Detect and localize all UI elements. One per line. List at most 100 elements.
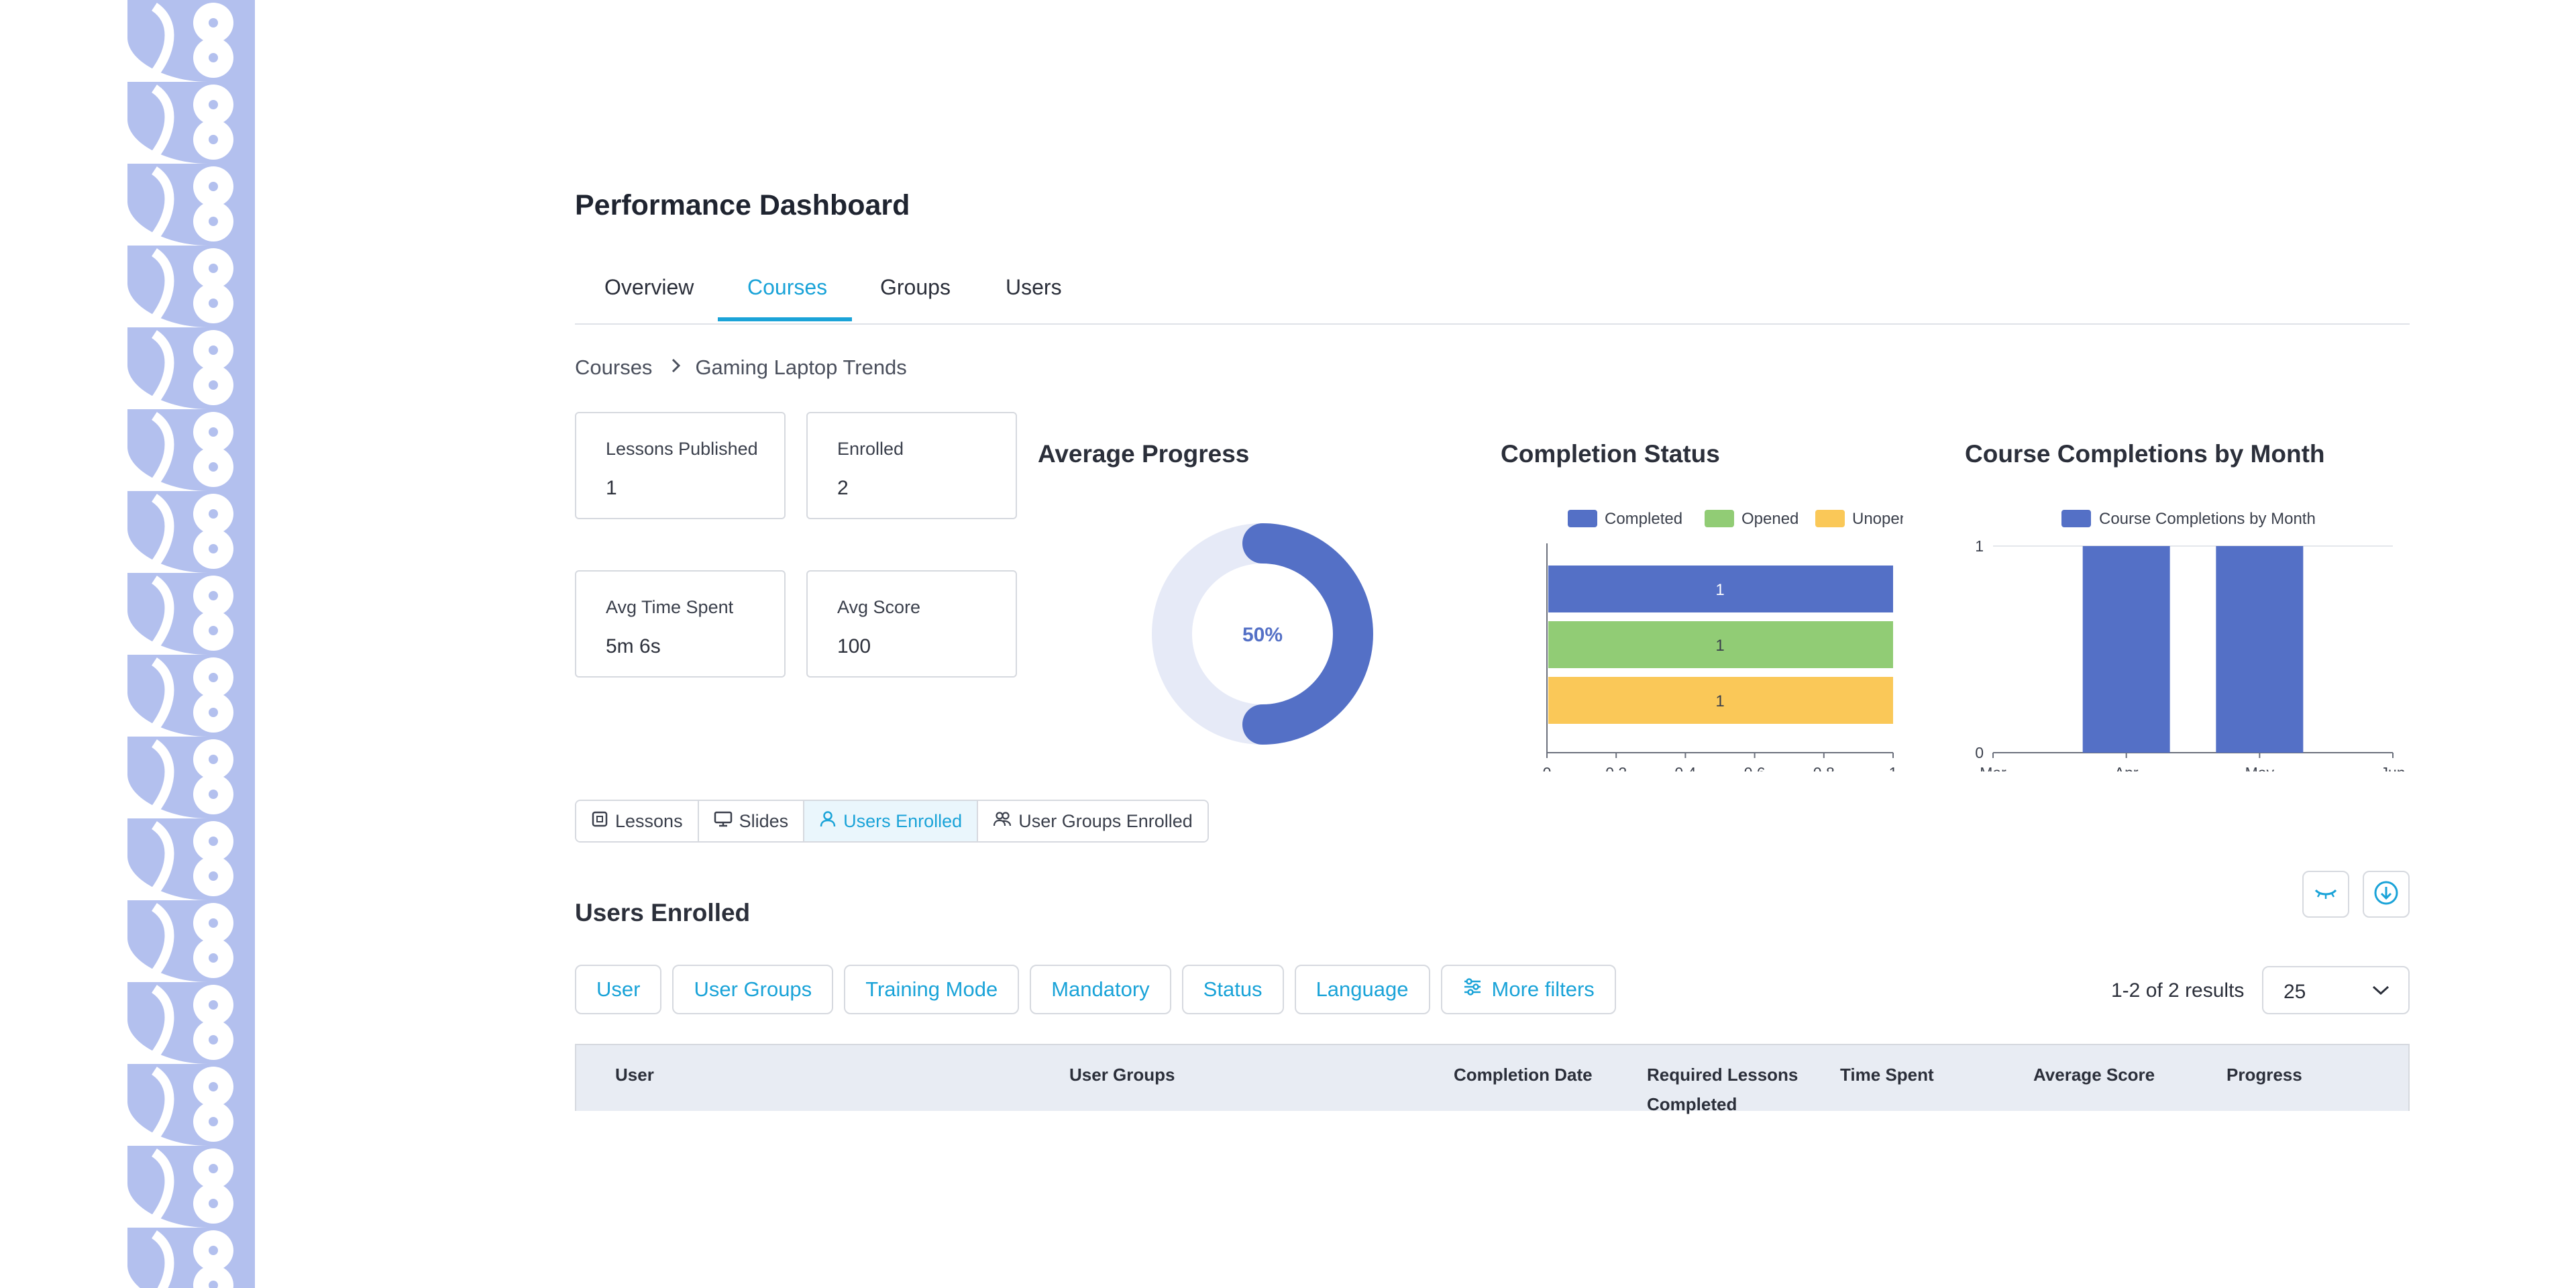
more-filters-button[interactable]: More filters xyxy=(1440,965,1616,1014)
course-completions-title: Course Completions by Month xyxy=(1965,440,2325,468)
bar-may xyxy=(2216,546,2304,753)
subtab-user-groups-enrolled[interactable]: User Groups Enrolled xyxy=(978,801,1208,841)
stat-card-avg-time-spent: Avg Time Spent 5m 6s xyxy=(575,570,786,678)
subtab-users-enrolled[interactable]: Users Enrolled xyxy=(804,801,979,841)
slides-icon xyxy=(714,810,733,833)
completion-status-chart: Completed Opened Unopened 1 1 1 0 0.2 0.4 0.6 0.8 1 xyxy=(1543,510,1903,771)
stat-card-enrolled: Enrolled 2 xyxy=(806,412,1017,519)
stat-card-lessons-published: Lessons Published 1 xyxy=(575,412,786,519)
stat-label: Lessons Published xyxy=(606,439,758,459)
breadcrumb: Courses Gaming Laptop Trends xyxy=(575,356,907,380)
column-header-user[interactable]: User xyxy=(615,1065,654,1085)
user-groups-icon xyxy=(993,810,1012,833)
subtab-slides[interactable]: Slides xyxy=(698,801,805,841)
tab-courses[interactable]: Courses xyxy=(747,275,828,299)
legend-swatch-completed xyxy=(1568,510,1597,527)
chevron-right-icon xyxy=(671,356,682,379)
page-title: Performance Dashboard xyxy=(575,189,910,221)
legend-swatch-unopened xyxy=(1815,510,1845,527)
subtab-label: Users Enrolled xyxy=(843,810,963,831)
average-progress-title: Average Progress xyxy=(1038,440,1250,468)
bar-apr xyxy=(2082,546,2170,753)
donut-slice-progress xyxy=(1242,523,1373,745)
subtab-lessons[interactable]: Lessons xyxy=(576,801,699,841)
breadcrumb-current: Gaming Laptop Trends xyxy=(695,356,907,379)
x-tick-label: 0.8 xyxy=(1813,764,1835,771)
filter-status[interactable]: Status xyxy=(1181,965,1284,1014)
x-tick-label: 0.4 xyxy=(1674,764,1696,771)
stat-value: 1 xyxy=(606,477,617,499)
filter-user-groups[interactable]: User Groups xyxy=(672,965,834,1014)
filter-bar: User User Groups Training Mode Mandatory… xyxy=(575,965,1616,1014)
page-size-select[interactable]: 25 xyxy=(2262,966,2410,1014)
eye-closed-icon xyxy=(2314,885,2338,904)
data-label-unopened: 1 xyxy=(1715,692,1724,710)
download-icon xyxy=(2373,879,2400,910)
legend-label: Course Completions by Month xyxy=(2099,510,2316,528)
x-tick-label: 1 xyxy=(1889,764,1898,771)
completion-status-title: Completion Status xyxy=(1501,440,1720,468)
stat-value: 100 xyxy=(837,635,871,657)
column-header-time-spent[interactable]: Time Spent xyxy=(1840,1065,1934,1085)
filter-training-mode[interactable]: Training Mode xyxy=(844,965,1020,1014)
x-tick-label: Mar xyxy=(1980,764,2006,771)
data-label-opened: 1 xyxy=(1715,637,1724,655)
tab-users[interactable]: Users xyxy=(1006,275,1062,299)
legend-swatch xyxy=(2061,510,2091,527)
more-filters-label: More filters xyxy=(1491,977,1595,1001)
active-tab-indicator xyxy=(718,317,852,321)
x-tick-label: May xyxy=(2245,764,2275,771)
lessons-icon xyxy=(591,810,608,833)
page-size-value: 25 xyxy=(2284,981,2306,1003)
decorative-pattern xyxy=(127,0,255,1288)
content-subtabs: Lessons Slides Users Enrolled User Group… xyxy=(575,800,1209,843)
x-tick-label: Jun xyxy=(2380,764,2405,771)
column-header-average-score[interactable]: Average Score xyxy=(2033,1065,2155,1085)
filter-mandatory[interactable]: Mandatory xyxy=(1030,965,1171,1014)
y-tick-label: 1 xyxy=(1975,537,1984,555)
stat-card-avg-score: Avg Score 100 xyxy=(806,570,1017,678)
column-header-completion-date[interactable]: Completion Date xyxy=(1454,1065,1593,1085)
bar-completed xyxy=(1548,566,1893,612)
legend-label-unopened: Unopened xyxy=(1852,510,1903,528)
subtab-label: User Groups Enrolled xyxy=(1018,810,1193,831)
stat-value: 2 xyxy=(837,477,849,499)
bar-opened xyxy=(1548,621,1893,668)
y-tick-label: 0 xyxy=(1975,744,1984,761)
main-content: Performance Dashboard Overview Courses G… xyxy=(575,0,2410,1288)
column-header-required-lessons[interactable]: Required Lessons Completed xyxy=(1647,1065,1799,1114)
stat-label: Avg Time Spent xyxy=(606,597,734,617)
stat-label: Avg Score xyxy=(837,597,921,617)
average-progress-chart: 50% xyxy=(1152,523,1373,745)
course-completions-chart: Course Completions by Month 0 1 Mar Apr May Ju… xyxy=(1975,510,2406,771)
results-count: 1-2 of 2 results xyxy=(2111,979,2245,1002)
legend-label-opened: Opened xyxy=(1741,510,1799,528)
subtab-label: Lessons xyxy=(615,810,683,831)
stat-value: 5m 6s xyxy=(606,635,661,657)
chevron-down-icon xyxy=(2371,982,2391,1002)
tab-overview[interactable]: Overview xyxy=(604,275,694,299)
x-tick-label: 0 xyxy=(1543,764,1552,771)
donut-center-label: 50% xyxy=(1242,624,1283,646)
download-button[interactable] xyxy=(2363,871,2410,918)
x-tick-label: 0.2 xyxy=(1605,764,1627,771)
table-header: User User Groups Completion Date Require… xyxy=(575,1044,2410,1114)
legend-label-completed: Completed xyxy=(1605,510,1682,528)
bar-unopened xyxy=(1548,677,1893,724)
data-label-completed: 1 xyxy=(1715,581,1724,599)
tab-bar: Overview Courses Groups Users xyxy=(575,258,2410,325)
column-header-user-groups[interactable]: User Groups xyxy=(1069,1065,1175,1085)
filter-language[interactable]: Language xyxy=(1294,965,1430,1014)
section-title: Users Enrolled xyxy=(575,899,751,926)
user-icon xyxy=(819,810,837,833)
legend-swatch-opened xyxy=(1705,510,1734,527)
column-header-progress[interactable]: Progress xyxy=(2226,1065,2302,1085)
sliders-icon xyxy=(1462,977,1483,1002)
tab-groups[interactable]: Groups xyxy=(880,275,951,299)
breadcrumb-courses[interactable]: Courses xyxy=(575,356,653,379)
hide-columns-button[interactable] xyxy=(2302,871,2349,918)
filter-user[interactable]: User xyxy=(575,965,662,1014)
x-tick-label: Apr xyxy=(2114,764,2139,771)
stat-label: Enrolled xyxy=(837,439,904,459)
subtab-label: Slides xyxy=(739,810,789,831)
